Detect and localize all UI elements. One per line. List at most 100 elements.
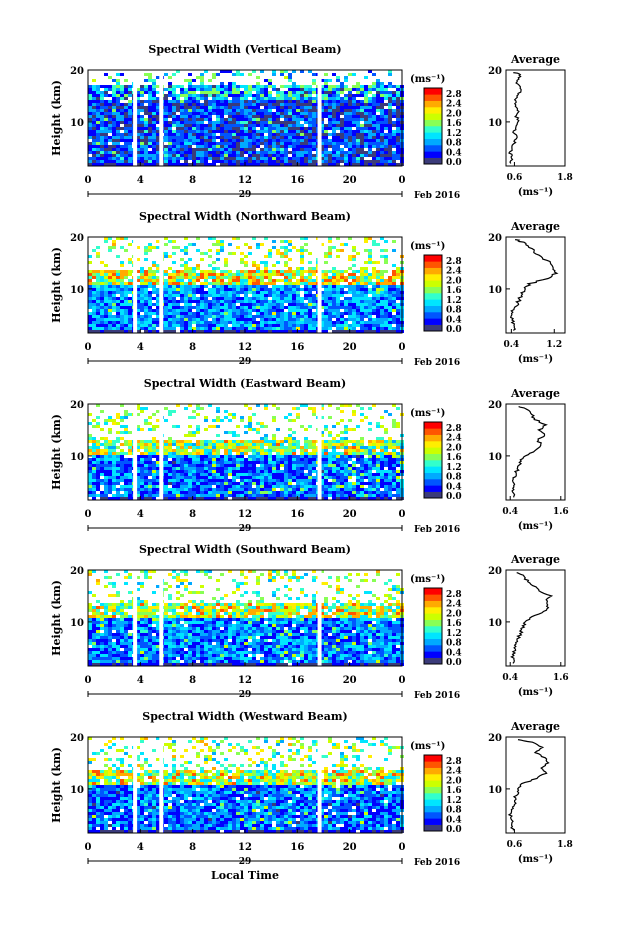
heatmap-cell	[240, 100, 244, 103]
heatmap-cell	[336, 118, 340, 121]
heatmap-cell	[104, 157, 108, 160]
heatmap-cell	[384, 139, 388, 142]
heatmap-cell	[236, 124, 240, 127]
heatmap-cell	[120, 154, 124, 157]
heatmap-cell	[96, 306, 100, 309]
heatmap-cell	[256, 428, 260, 431]
x-tick-label: 12	[238, 342, 252, 353]
heatmap-cell	[264, 237, 268, 240]
heatmap-cell	[100, 327, 104, 330]
heatmap-cell	[148, 324, 152, 327]
heatmap-cell	[196, 237, 200, 240]
heatmap-cell	[216, 440, 220, 443]
heatmap-cell	[312, 73, 316, 76]
heatmap-cell	[196, 148, 200, 151]
heatmap-cell	[96, 461, 100, 464]
heatmap-cell	[152, 446, 156, 449]
heatmap-cell	[224, 324, 228, 327]
heatmap-cell	[244, 139, 248, 142]
heatmap-cell	[172, 464, 176, 467]
heatmap-cell	[212, 112, 216, 115]
heatmap-cell	[128, 300, 132, 303]
heatmap-cell	[148, 443, 152, 446]
heatmap-cell	[252, 476, 256, 479]
heatmap-cell	[352, 88, 356, 91]
heatmap-cell	[216, 267, 220, 270]
x-tick-label: 8	[189, 175, 196, 186]
heatmap-cell	[180, 163, 184, 166]
heatmap-cell	[388, 297, 392, 300]
heatmap-cell	[88, 115, 92, 118]
heatmap-cell	[240, 324, 244, 327]
heatmap-cell	[120, 133, 124, 136]
heatmap-cell	[392, 309, 396, 312]
heatmap-cell	[208, 249, 212, 252]
heatmap-cell	[304, 118, 308, 121]
heatmap-cell	[220, 273, 224, 276]
heatmap-cell	[188, 106, 192, 109]
heatmap-cell	[116, 452, 120, 455]
heatmap-cell	[108, 130, 112, 133]
heatmap-cell	[304, 97, 308, 100]
heatmap-cell	[216, 142, 220, 145]
heatmap-cell	[372, 282, 376, 285]
heatmap-cell	[264, 282, 268, 285]
heatmap-cell	[352, 163, 356, 166]
heatmap-cell	[184, 452, 188, 455]
heatmap-cell	[204, 124, 208, 127]
heatmap-cell	[396, 312, 400, 315]
heatmap-cell	[244, 285, 248, 288]
heatmap-cell	[240, 163, 244, 166]
heatmap-cell	[304, 160, 308, 163]
heatmap-cell	[304, 297, 308, 300]
heatmap-cell	[128, 312, 132, 315]
heatmap-cell	[264, 294, 268, 297]
heatmap-cell	[144, 121, 148, 124]
heatmap-cell	[328, 237, 332, 240]
heatmap-cell	[248, 151, 252, 154]
heatmap-cell	[116, 73, 120, 76]
heatmap-cell	[384, 154, 388, 157]
heatmap-cell	[108, 148, 112, 151]
heatmap-cell	[264, 300, 268, 303]
heatmap-cell	[264, 255, 268, 258]
heatmap-cell	[184, 106, 188, 109]
heatmap-cell	[196, 324, 200, 327]
heatmap-cell	[308, 133, 312, 136]
heatmap-cell	[292, 321, 296, 324]
heatmap-cell	[296, 324, 300, 327]
heatmap-cell	[228, 309, 232, 312]
heatmap-cell	[336, 85, 340, 88]
heatmap-cell	[368, 127, 372, 130]
heatmap-cell	[292, 315, 296, 318]
heatmap-cell	[156, 494, 160, 497]
heatmap-cell	[228, 455, 232, 458]
heatmap-cell	[276, 97, 280, 100]
heatmap-cell	[168, 94, 172, 97]
heatmap-cell	[368, 330, 372, 333]
heatmap-cell	[332, 100, 336, 103]
heatmap-cell	[92, 312, 96, 315]
heatmap-cell	[216, 273, 220, 276]
heatmap-cell	[396, 130, 400, 133]
heatmap-cell	[192, 91, 196, 94]
heatmap-cell	[304, 100, 308, 103]
heatmap-cell	[176, 109, 180, 112]
heatmap-cell	[120, 145, 124, 148]
heatmap-cell	[216, 434, 220, 437]
heatmap-cell	[184, 276, 188, 279]
heatmap-cell	[148, 327, 152, 330]
x-axis-label: Local Time	[211, 869, 279, 882]
heatmap-cell	[176, 106, 180, 109]
heatmap-cell	[192, 491, 196, 494]
heatmap-cell	[248, 300, 252, 303]
heatmap-cell	[168, 276, 172, 279]
heatmap-cell	[196, 273, 200, 276]
heatmap-cell	[244, 157, 248, 160]
heatmap-cell	[128, 491, 132, 494]
heatmap-cell	[96, 294, 100, 297]
heatmap-cell	[96, 452, 100, 455]
heatmap-cell	[248, 94, 252, 97]
heatmap-cell	[180, 279, 184, 282]
heatmap-cell	[292, 139, 296, 142]
